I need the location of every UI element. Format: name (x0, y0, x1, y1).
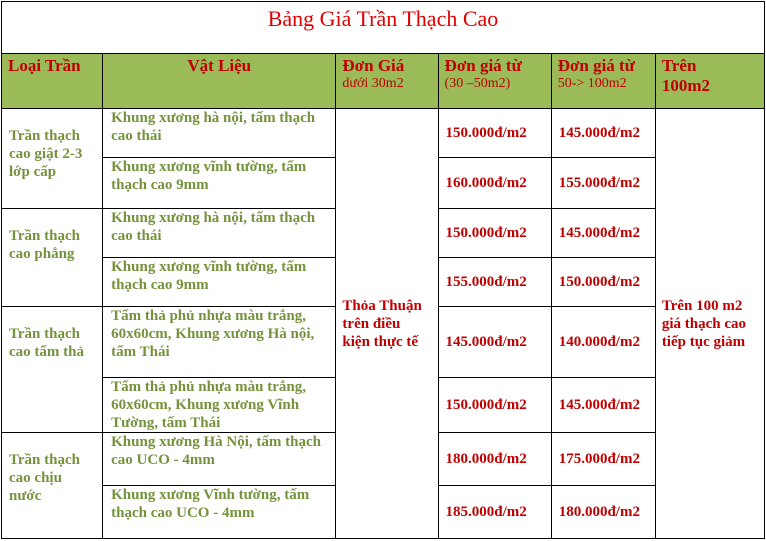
table-title: Bảng Giá Trần Thạch Cao (1, 1, 765, 54)
price-30-50: 180.000đ/m2 (437, 432, 552, 486)
material: Tấm thả phủ nhựa màu trắng, 60x60cm, Khu… (102, 377, 337, 433)
material: Khung xương Hà Nội, tấm thạch cao UCO - … (102, 432, 337, 486)
table-row: Trần thạch cao chịu nước Khung xương Hà N… (0, 432, 765, 539)
ceiling-type: Trần thạch cao chịu nước (0, 432, 104, 539)
price-50-100: 145.000đ/m2 (550, 108, 656, 158)
price-30-50: 155.000đ/m2 (437, 257, 552, 307)
price-50-100: 180.000đ/m2 (550, 485, 656, 539)
price-50-100: 150.000đ/m2 (550, 257, 656, 307)
price-50-100: 155.000đ/m2 (550, 157, 656, 209)
price-30-50: 185.000đ/m2 (437, 485, 552, 539)
price-30-50: 150.000đ/m2 (437, 208, 552, 258)
header-price-30-50: Đơn giá từ (30 –50m2) (437, 53, 552, 109)
table-row: Khung xương vĩnh tường, tấm thạch cao 9m… (2, 157, 765, 209)
material: Khung xương vĩnh tường, tấm thạch cao 9m… (102, 257, 337, 307)
price-30-50: 145.000đ/m2 (437, 306, 552, 378)
price-50-100: 175.000đ/m2 (550, 432, 656, 486)
header-price-under-30: Đơn Giá dưới 30m2 (335, 53, 439, 109)
price-30-50: 150.000đ/m2 (437, 377, 552, 433)
header-price-50-100: Đơn giá từ 50-> 100m2 (550, 53, 656, 109)
price-30-50: 160.000đ/m2 (437, 157, 552, 209)
header-material: Vật Liệu (102, 53, 337, 109)
table-row: Khung xương Vĩnh tường, tấm thạch cao UC… (2, 485, 765, 539)
ceiling-type: Trần thạch cao phẳng (0, 208, 104, 307)
material: Khung xương hà nội, tấm thạch cao thái (102, 208, 337, 258)
ceiling-type: Trần thạch cao giật 2-3 lớp cấp (0, 108, 104, 209)
table-row: Tấm thả phủ nhựa màu trắng, 60x60cm, Khu… (2, 377, 765, 433)
material: Khung xương hà nội, tấm thạch cao thái (102, 108, 337, 158)
price-50-100: 145.000đ/m2 (550, 377, 656, 433)
price-30-50: 150.000đ/m2 (437, 108, 552, 158)
table-row: Trần thạch cao tấm thả Tấm thả phủ nhựa m… (0, 306, 765, 433)
table-row: Trần thạch cao giật 2-3 lớp cấp Khung xươ… (0, 108, 766, 539)
material: Khung xương vĩnh tường, tấm thạch cao 9m… (102, 157, 337, 209)
table-row: Khung xương vĩnh tường, tấm thạch cao 9m… (2, 257, 765, 307)
ceiling-type: Trần thạch cao tấm thả (0, 306, 104, 433)
price-50-100: 140.000đ/m2 (550, 306, 656, 378)
header-row: Loại Trần Vật Liệu Đơn Giá dưới 30m2 Đơn … (0, 53, 766, 109)
over-100-note: Trên 100 m2 giá thạch cao tiếp tục giảm (654, 108, 766, 539)
negotiate-note: Thỏa Thuận trên điều kiện thực tế (335, 108, 439, 539)
price-50-100: 145.000đ/m2 (550, 208, 656, 258)
header-price-over-100: Trên 100m2 (654, 53, 766, 109)
header-type: Loại Trần (0, 53, 104, 109)
material: Khung xương Vĩnh tường, tấm thạch cao UC… (102, 485, 337, 539)
material: Tấm thả phủ nhựa màu trắng, 60x60cm, Khu… (102, 306, 337, 378)
table-row: Trần thạch cao phẳng Khung xương hà nội, … (0, 208, 765, 307)
